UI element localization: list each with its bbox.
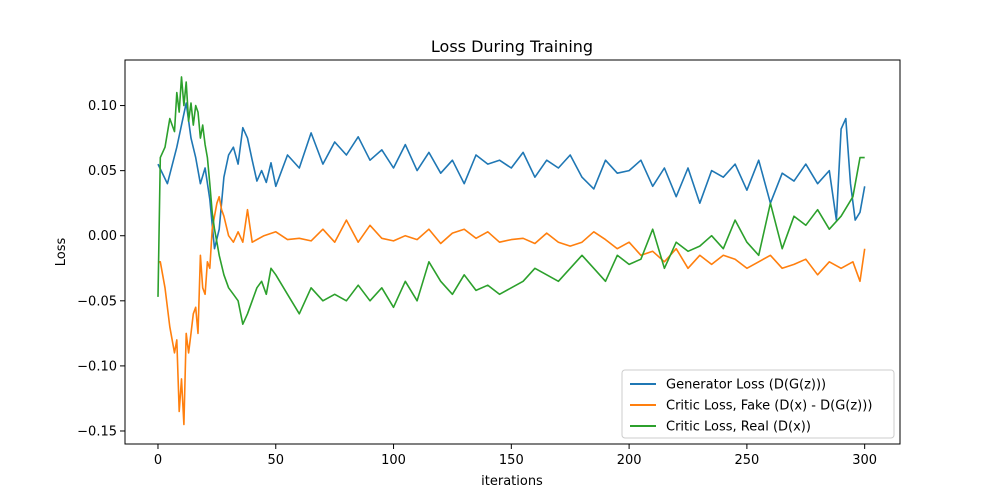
y-tick-label: −0.10 (77, 359, 117, 374)
x-tick-label: 200 (617, 453, 642, 468)
plot-frame (124, 59, 901, 445)
legend-box (621, 369, 895, 439)
legend-label: Generator Loss (D(G(z))) (666, 378, 826, 393)
x-tick-label: 0 (154, 453, 162, 468)
x-axis-label: iterations (481, 474, 543, 489)
plot-lines (157, 76, 866, 426)
x-tick-label: 100 (381, 453, 406, 468)
x-axis: 0 50 100 150 200 250 300 (154, 444, 877, 468)
y-axis-label: Loss (54, 238, 69, 267)
series-line-3 (157, 76, 865, 326)
x-tick-label: 250 (734, 453, 759, 468)
y-axis: −0.15 −0.10 −0.05 0.00 0.05 0.10 (77, 99, 125, 439)
y-tick-label: −0.15 (77, 424, 117, 439)
series-line-1 (157, 102, 866, 250)
chart-title: Loss During Training (431, 37, 593, 56)
legend: Generator Loss (D(G(z))) Critic Loss, Fak… (621, 369, 895, 439)
y-tick-label: 0.00 (88, 229, 117, 244)
y-tick-label: 0.10 (88, 99, 117, 114)
y-tick-label: 0.05 (88, 164, 117, 179)
legend-label: Critic Loss, Fake (D(x) - D(G(z))) (666, 399, 872, 414)
legend-label: Critic Loss, Real (D(x)) (666, 420, 811, 435)
y-tick-label: −0.05 (77, 294, 117, 309)
x-tick-label: 50 (267, 453, 284, 468)
series-line-2 (158, 195, 866, 426)
x-tick-label: 150 (499, 453, 524, 468)
x-tick-label: 300 (852, 453, 877, 468)
